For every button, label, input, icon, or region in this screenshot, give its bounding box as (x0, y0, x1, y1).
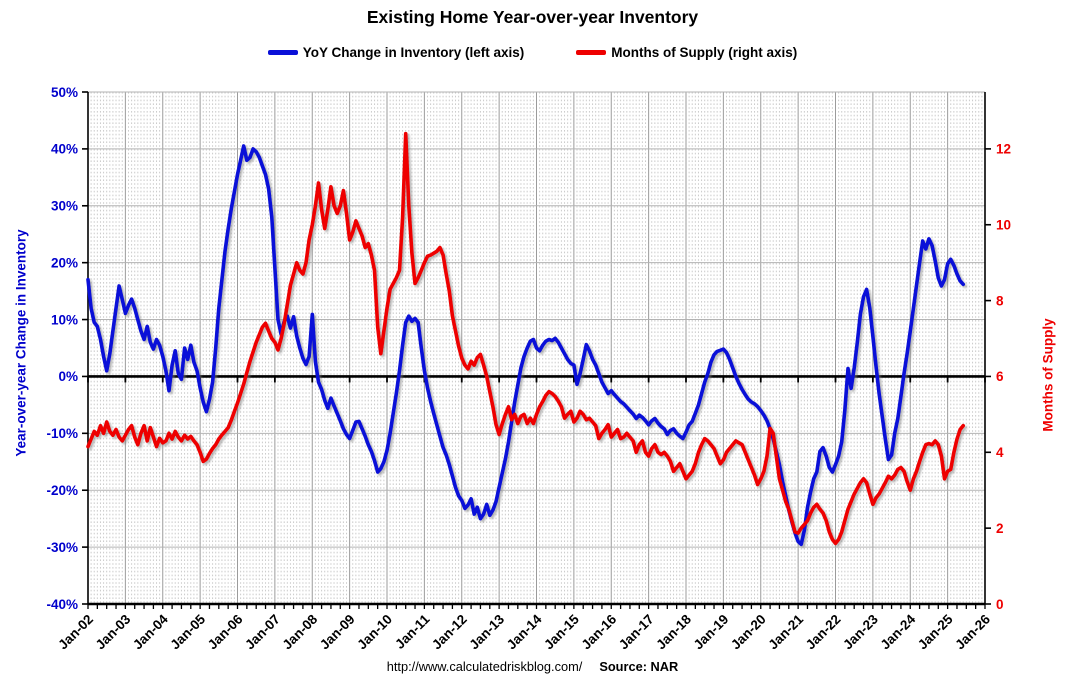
x-axis-tick-label: Jan-21 (765, 611, 806, 652)
series-line-1 (86, 131, 965, 546)
x-axis-tick-label: Jan-08 (280, 611, 321, 652)
yoy-line-swatch (267, 50, 298, 55)
left-axis-tick-label: -30% (46, 540, 78, 555)
x-axis-tick-label: Jan-04 (130, 611, 171, 652)
legend-item-yoy: YoY Change in Inventory (left axis) (267, 45, 525, 60)
series-lines (86, 131, 965, 547)
x-axis-tick-label: Jan-03 (93, 611, 134, 652)
x-axis-tick-label: Jan-17 (616, 612, 657, 653)
left-axis-tick-label: -20% (46, 483, 78, 498)
x-axis-tick-label: Jan-07 (242, 612, 283, 653)
right-axis-tick-label: 10 (996, 218, 1011, 233)
right-axis-tick-label: 6 (996, 369, 1004, 384)
x-axis-tick-label: Jan-24 (878, 611, 919, 652)
x-axis-tick-label: Jan-10 (354, 612, 395, 653)
footer: http://www.calculatedriskblog.com/Source… (0, 659, 1065, 674)
x-axis-tick-label: Jan-19 (691, 612, 732, 653)
x-axis-tick-label: Jan-13 (466, 611, 507, 652)
footer-url: http://www.calculatedriskblog.com/ (386, 659, 583, 674)
x-axis-tick-label: Jan-14 (504, 611, 545, 652)
legend-label-months-of-supply: Months of Supply (right axis) (611, 45, 798, 60)
left-axis-tick-label: -10% (46, 426, 78, 441)
x-axis-tick-label: Jan-18 (653, 611, 694, 652)
x-axis-tick-label: Jan-23 (840, 611, 881, 652)
x-axis-tick-label: Jan-02 (55, 612, 96, 653)
right-axis-tick-label: 4 (996, 445, 1004, 460)
left-axis-tick-label: 50% (51, 85, 78, 100)
x-axis-tick-label: Jan-09 (317, 612, 358, 653)
x-axis-tick-label: Jan-26 (952, 611, 993, 652)
series-line-0 (86, 144, 965, 547)
x-axis-tick-label: Jan-11 (392, 611, 433, 652)
legend-item-months-of-supply: Months of Supply (right axis) (576, 45, 797, 60)
right-axis-tick-label: 8 (996, 293, 1004, 308)
left-axis-tick-label: 10% (51, 312, 78, 327)
x-axis-tick-label: Jan-05 (167, 611, 208, 652)
x-axis-tick-label: Jan-25 (915, 611, 956, 652)
x-axis-tick-label: Jan-22 (803, 612, 844, 653)
left-axis-tick-label: 30% (51, 199, 78, 214)
chart-title: Existing Home Year-over-year Inventory (366, 7, 699, 27)
left-axis-tick-label: 40% (51, 142, 78, 157)
footer-source: Source: NAR (599, 659, 679, 674)
left-axis-tick-label: 0% (58, 369, 78, 384)
x-axis-tick-label: Jan-06 (205, 611, 246, 652)
right-axis-tick-label: 0 (996, 597, 1004, 612)
legend-label-yoy: YoY Change in Inventory (left axis) (302, 45, 525, 60)
right-axis-tick-label: 12 (996, 142, 1011, 157)
x-axis-tick-label: Jan-12 (429, 612, 470, 653)
x-axis-tick-label: Jan-15 (541, 611, 582, 652)
right-axis-tick-label: 2 (996, 521, 1004, 536)
months-of-supply-line-swatch (576, 50, 607, 55)
x-axis-tick-label: Jan-20 (728, 612, 769, 653)
left-axis-tick-label: -40% (46, 597, 78, 612)
x-axis-tick-label: Jan-16 (579, 611, 620, 652)
legend: YoY Change in Inventory (left axis) Mont… (0, 45, 1065, 60)
left-axis-tick-label: 20% (51, 255, 78, 270)
